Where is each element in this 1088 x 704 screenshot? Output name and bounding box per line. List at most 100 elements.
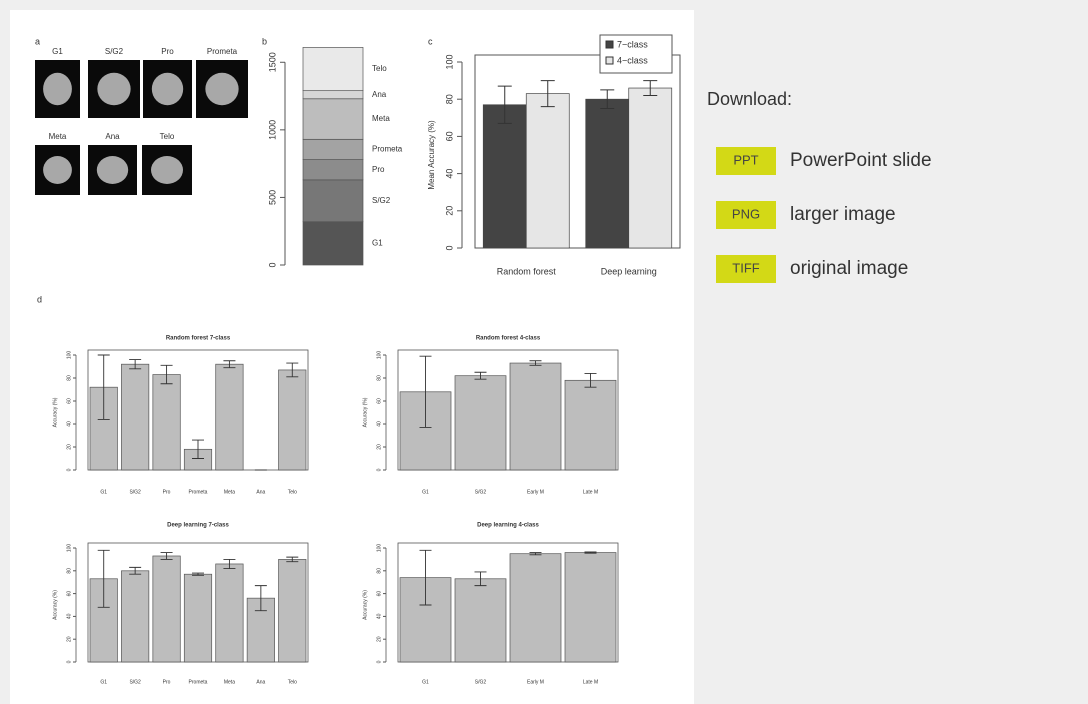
y-axis-label: Accuracy (%)	[52, 590, 58, 620]
y-tick-label: 60	[66, 398, 72, 404]
x-tick-label: G1	[100, 489, 107, 495]
y-tick-label: 60	[376, 591, 382, 597]
link-label: PowerPoint slide	[790, 150, 932, 171]
x-tick-label: Prometa	[189, 489, 208, 495]
bar	[586, 99, 629, 248]
y-tick-label: 0	[376, 468, 382, 471]
y-tick-label: 20	[66, 444, 72, 450]
x-tick-label: Ana	[256, 679, 265, 685]
y-axis-label: Mean Accuracy (%)	[427, 120, 436, 190]
y-tick-label: 0	[66, 468, 72, 471]
stack-segment	[303, 47, 363, 90]
cell-label: G1	[52, 47, 63, 56]
x-tick-label: G1	[100, 679, 107, 685]
y-tick-label: 20	[444, 206, 454, 216]
segment-label: G1	[372, 238, 383, 247]
bar	[216, 364, 243, 470]
download-heading: Download:	[707, 89, 792, 109]
x-tick-label: S/G2	[475, 679, 487, 685]
bar	[184, 574, 211, 662]
badge-text: PPT	[733, 152, 758, 167]
cell-label: Meta	[49, 132, 67, 141]
x-tick-label: S/G2	[129, 489, 141, 495]
bar	[629, 88, 672, 248]
y-tick-label: 80	[444, 94, 454, 104]
panel-letter: a	[35, 36, 40, 46]
segment-label: Ana	[372, 90, 387, 99]
cell-label: Prometa	[207, 47, 238, 56]
screen: a b c d Download: G1S/G2ProPrometaMetaAn…	[0, 0, 1088, 704]
stack-segment	[303, 222, 363, 265]
cell-nucleus	[205, 73, 238, 105]
x-tick-label: Pro	[163, 679, 171, 685]
cell-nucleus	[43, 156, 72, 184]
y-axis-label: Accuracy (%)	[362, 397, 368, 427]
y-tick-label: 500	[267, 190, 277, 205]
y-tick-label: 1000	[267, 120, 277, 140]
y-tick-label: 80	[66, 568, 72, 574]
y-tick-label: 40	[66, 613, 72, 619]
cell-nucleus	[152, 73, 183, 105]
bar	[565, 380, 616, 470]
x-tick-label: S/G2	[475, 489, 487, 495]
y-tick-label: 0	[66, 660, 72, 663]
page: a b c d Download: G1S/G2ProPrometaMetaAn…	[0, 0, 1088, 704]
segment-label: Telo	[372, 64, 387, 73]
bar	[510, 554, 561, 662]
y-tick-label: 60	[376, 398, 382, 404]
y-tick-label: 60	[66, 591, 72, 597]
bar	[510, 363, 561, 470]
stack-segment	[303, 99, 363, 140]
y-tick-label: 80	[66, 375, 72, 381]
bar	[121, 571, 148, 662]
x-tick-label: G1	[422, 679, 429, 685]
y-tick-label: 40	[66, 421, 72, 427]
x-tick-label: Late M	[583, 679, 598, 685]
x-tick-label: Ana	[256, 489, 265, 495]
y-tick-label: 100	[376, 544, 382, 553]
chart-title: Random forest 7-class	[166, 336, 231, 342]
x-tick-label: Pro	[163, 489, 171, 495]
y-tick-label: 60	[444, 131, 454, 141]
download-link[interactable]: PPT PowerPoint slide	[716, 147, 932, 175]
stack-segment	[303, 160, 363, 180]
y-tick-label: 80	[376, 375, 382, 381]
segment-label: Meta	[372, 114, 390, 123]
legend-label: 4−class	[617, 55, 648, 65]
y-tick-label: 100	[66, 351, 72, 360]
stack-segment	[303, 139, 363, 159]
x-tick-label: S/G2	[129, 679, 141, 685]
y-tick-label: 40	[444, 169, 454, 179]
stack-segment	[303, 180, 363, 222]
bar	[279, 370, 306, 470]
cell-label: Telo	[160, 132, 175, 141]
cell-nucleus	[151, 156, 183, 184]
y-tick-label: 80	[376, 568, 382, 574]
legend-swatch	[606, 57, 613, 64]
y-tick-label: 100	[444, 54, 454, 69]
x-tick-label: Telo	[288, 679, 297, 685]
cell-nucleus	[97, 156, 128, 184]
panel-letter: b	[262, 36, 267, 46]
x-tick-label: Random forest	[497, 266, 557, 276]
cell-nucleus	[97, 73, 130, 105]
cell-label: Pro	[161, 47, 174, 56]
x-tick-label: Deep learning	[601, 266, 657, 276]
bar	[565, 553, 616, 662]
x-tick-label: Meta	[224, 489, 235, 495]
y-axis-label: Accuracy (%)	[52, 397, 58, 427]
bar	[526, 94, 569, 248]
chart-title: Random forest 4-class	[476, 336, 541, 342]
cell-label: Ana	[105, 132, 120, 141]
legend-swatch	[606, 41, 613, 48]
y-tick-label: 100	[376, 351, 382, 360]
y-tick-label: 0	[267, 262, 277, 267]
bar	[121, 364, 148, 470]
x-tick-label: Prometa	[189, 679, 208, 685]
badge-text: PNG	[732, 206, 760, 221]
x-tick-label: Meta	[224, 679, 235, 685]
bar	[153, 375, 180, 470]
y-axis-label: Accuracy (%)	[362, 590, 368, 620]
